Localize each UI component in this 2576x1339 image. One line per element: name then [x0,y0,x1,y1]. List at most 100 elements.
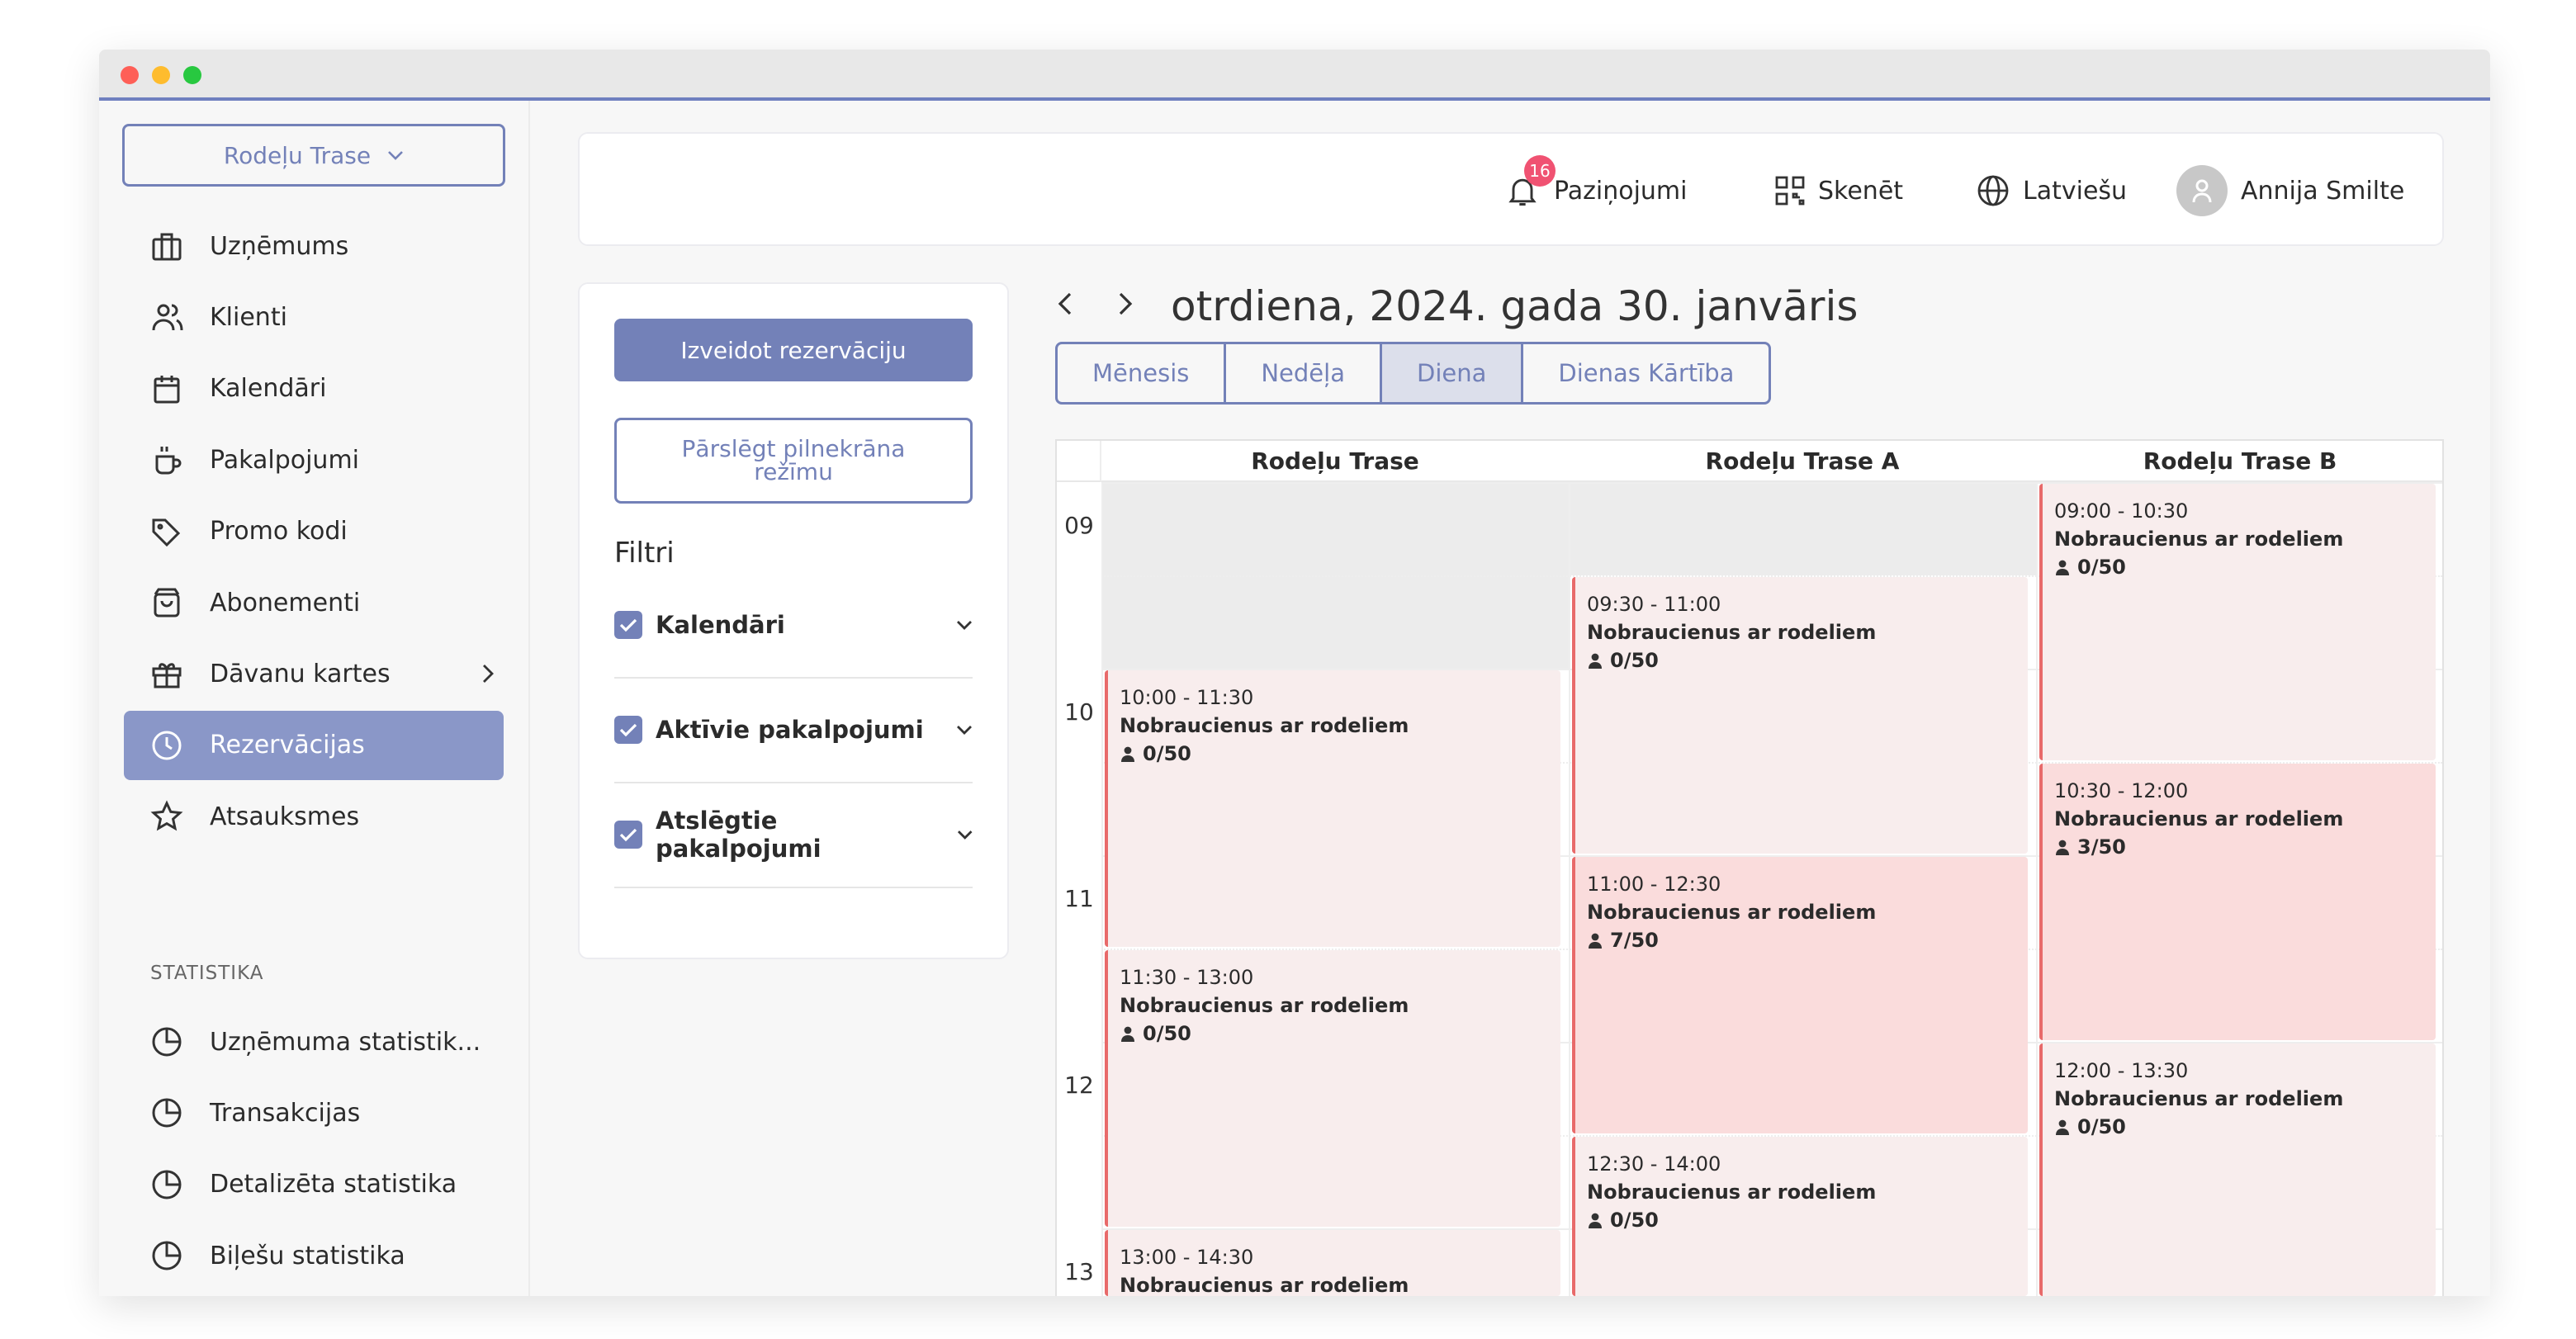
sidebar-stat-item-3[interactable]: Biļešu statistika [124,1221,504,1290]
sidebar-item-1[interactable]: Klienti [124,282,504,352]
sidebar-item-0[interactable]: Uzņēmums [124,211,504,281]
reservation-event[interactable]: 09:30 - 11:00 Nobraucienus ar rodeliem 0… [1572,577,2028,854]
person-icon [1121,746,1134,762]
event-title: Nobraucienus ar rodeliem [2054,528,2344,551]
sidebar-item-4[interactable]: Promo kodi [124,497,504,566]
checkbox[interactable] [614,611,642,639]
user-menu[interactable]: Annija Smilte [2176,134,2404,248]
filter-label: Atslēgtie pakalpojumi [656,807,822,863]
title-bar [99,50,2490,101]
sidebar-item-label: Kalendāri [210,374,327,404]
filter-1[interactable]: Aktīvie pakalpojumi [614,678,973,783]
bag-icon [154,588,180,617]
event-capacity: 0/50 [1610,649,1659,672]
person-icon [1121,1026,1134,1042]
event-title: Nobraucienus ar rodeliem [1120,714,1409,737]
view-tab-0[interactable]: Mēnesis [1058,344,1227,402]
venue-select-label: Rodeļu Trase [223,141,372,169]
reservation-event[interactable]: 11:30 - 13:00 Nobraucienus ar rodeliem 0… [1105,950,1560,1227]
check-icon [619,618,637,632]
maximize-window-button[interactable] [183,66,201,84]
language-button[interactable]: Latviešu [1977,134,2127,248]
unavailable-slot [1569,482,2036,575]
notification-count-badge: 16 [1524,155,1556,187]
event-time: 10:00 - 11:30 [1120,686,1254,709]
event-capacity: 0/50 [1143,1022,1191,1045]
sidebar-stat-item-2[interactable]: Detalizēta statistika [124,1150,504,1219]
scan-button[interactable]: Skenēt [1775,134,1903,248]
reservation-event[interactable]: 11:00 - 12:30 Nobraucienus ar rodeliem 7… [1572,857,2028,1133]
pie-chart-icon [152,1170,182,1199]
view-switcher: Mēnesis Nedēļa Diena Dienas Kārtība [1055,342,1772,405]
checkbox[interactable] [614,821,642,849]
globe-icon [1977,175,2009,206]
reservation-event[interactable]: 12:30 - 14:00 Nobraucienus ar rodeliem 0… [1572,1137,2028,1296]
filter-0[interactable]: Kalendāri [614,573,973,679]
event-capacity: 0/50 [1143,742,1191,765]
event-time: 09:30 - 11:00 [1587,593,1721,616]
event-capacity: 0/50 [2077,1115,2126,1138]
previous-day-button[interactable] [1057,286,1106,324]
app-window: Rodeļu Trase Uzņēmums Klienti Kalendāri Pak… [99,50,2490,1296]
filter-2[interactable]: Atslēgtie pakalpojumi [614,783,973,888]
minimize-window-button[interactable] [152,66,170,84]
event-time: 12:30 - 14:00 [1587,1152,1721,1176]
create-reservation-button[interactable]: Izveidot rezervāciju [614,319,973,381]
scan-label: Skenēt [1818,176,1904,206]
next-day-button[interactable] [1117,286,1167,324]
view-tab-1[interactable]: Nedēļa [1226,344,1382,402]
view-tab-3[interactable]: Dienas Kārtība [1558,359,1735,387]
sidebar-item-label: Abonementi [210,588,361,617]
event-title: Nobraucienus ar rodeliem [1120,994,1409,1017]
briefcase-icon [152,233,182,261]
sidebar-item-label: Uzņēmuma statistik... [210,1027,481,1057]
column-divider [1101,482,1103,1296]
user-name: Annija Smilte [2241,176,2405,206]
pie-chart-icon [152,1241,182,1270]
event-title: Nobraucienus ar rodeliem [1587,621,1877,644]
event-time: 09:00 - 10:30 [2054,499,2189,523]
column-divider [2036,482,2038,1296]
sidebar-item-label: Uzņēmums [210,231,349,261]
event-capacity: 0/50 [1610,1209,1659,1232]
venue-select[interactable]: Rodeļu Trase [122,124,505,187]
column-divider [1569,482,1570,1296]
time-slot-line [1101,855,2442,857]
sidebar-item-label: Dāvanu kartes [210,659,391,688]
event-title: Nobraucienus ar rodeliem [2054,1087,2344,1110]
chevron-down-icon[interactable] [956,725,973,735]
checkbox[interactable] [614,716,642,744]
reservation-event[interactable]: 13:00 - 14:30 Nobraucienus ar rodeliem [1105,1230,1560,1296]
time-slot-line [1101,1135,2442,1137]
time-slot-line [1101,482,2442,484]
time-header [1057,441,1101,482]
sidebar-item-6[interactable]: Dāvanu kartes [124,639,504,708]
date-navigation [1057,286,1167,324]
sidebar-item-2[interactable]: Kalendāri [124,354,504,423]
sidebar-item-7[interactable]: Rezervācijas [124,710,504,780]
chevron-down-icon[interactable] [956,620,973,630]
close-window-button[interactable] [121,66,139,84]
person-icon [1589,1213,1602,1228]
reservation-event[interactable]: 12:00 - 13:30 Nobraucienus ar rodeliem 0… [2039,1043,2436,1296]
filters-title: Filtri [614,537,675,570]
sidebar-item-label: Atsauksmes [210,802,360,831]
reservation-event[interactable]: 09:00 - 10:30 Nobraucienus ar rodeliem 0… [2039,484,2436,760]
day-calendar-grid: Rodeļu Trase Rodeļu Trase A Rodeļu Trase B… [1055,439,2444,1296]
notifications-label: Paziņojumi [1554,176,1688,206]
sidebar-item-label: Klienti [210,302,287,332]
event-capacity: 7/50 [1610,929,1659,952]
view-tab-2[interactable]: Diena [1381,344,1524,402]
reservation-event[interactable]: 10:30 - 12:00 Nobraucienus ar rodeliem 3… [2039,764,2436,1040]
sidebar: Rodeļu Trase Uzņēmums Klienti Kalendāri Pak… [99,101,530,1296]
resource-header: Rodeļu Trase [1101,441,1569,482]
notifications-button[interactable]: 16 Paziņojumi [1504,134,1687,248]
sidebar-stat-item-0[interactable]: Uzņēmuma statistik... [124,1007,504,1076]
sidebar-stat-item-1[interactable]: Transakcijas [124,1078,504,1147]
sidebar-item-5[interactable]: Abonementi [124,568,504,637]
chevron-down-icon[interactable] [957,830,973,840]
sidebar-item-8[interactable]: Atsauksmes [124,782,504,851]
reservation-event[interactable]: 10:00 - 11:30 Nobraucienus ar rodeliem 0… [1105,670,1560,947]
fullscreen-toggle-button[interactable]: Pārslēgt pilnekrāna režīmu [614,418,973,504]
sidebar-item-3[interactable]: Pakalpojumi [124,425,504,494]
